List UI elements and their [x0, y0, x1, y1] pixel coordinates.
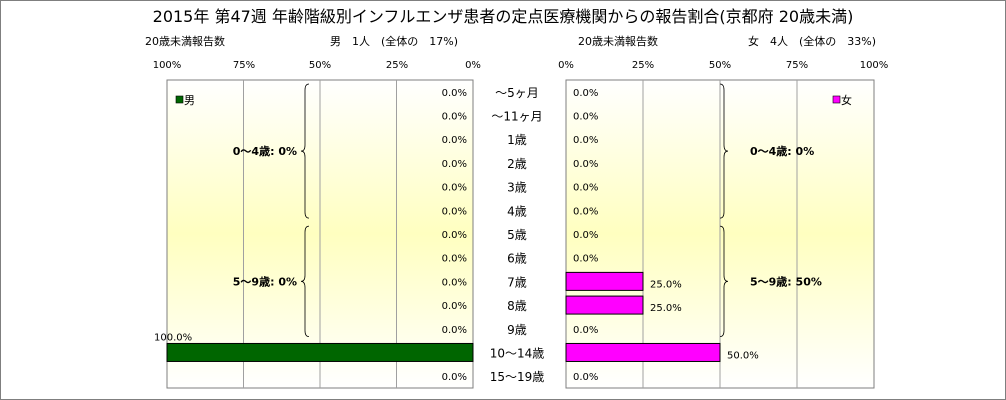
category-label: 2歳	[507, 157, 527, 171]
category-label: 10〜14歳	[490, 346, 545, 360]
category-label: 7歳	[507, 275, 527, 289]
left-bar	[166, 342, 474, 362]
left-bracket-label: 5〜9歳: 0%	[233, 274, 297, 288]
left-bracket-label: 0〜4歳: 0%	[233, 144, 297, 158]
right-value-label: 50.0%	[727, 350, 759, 361]
right-value-label: 25.0%	[650, 279, 682, 290]
left-value-label: 0.0%	[442, 325, 467, 336]
category-label: 〜5ヶ月	[495, 86, 539, 100]
left-value-label: 0.0%	[442, 372, 467, 383]
right-x-tick: 0%	[558, 60, 574, 71]
left-count-label: 20歳未満報告数	[145, 35, 225, 48]
right-bracket-label: 0〜4歳: 0%	[750, 144, 814, 158]
right-value-label: 0.0%	[573, 135, 598, 146]
right-x-tick: 50%	[708, 60, 732, 71]
right-value-label: 0.0%	[573, 230, 598, 241]
right-value-label: 0.0%	[573, 325, 598, 336]
left-value-label: 0.0%	[442, 159, 467, 170]
left-value-label: 0.0%	[442, 277, 467, 288]
right-x-tick: 25%	[631, 60, 655, 71]
category-label: 〜11ヶ月	[491, 110, 542, 124]
left-x-tick: 50%	[308, 60, 332, 71]
right-bracket	[719, 83, 729, 219]
right-value-label: 0.0%	[573, 112, 598, 123]
category-label: 1歳	[507, 133, 527, 147]
right-bar	[565, 295, 644, 315]
right-value-label: 0.0%	[573, 88, 598, 99]
left-value-label: 0.0%	[442, 301, 467, 312]
right-x-tick: 100%	[859, 60, 889, 71]
right-legend-swatch	[832, 95, 841, 104]
left-x-tick: 100%	[152, 60, 182, 71]
right-bracket	[719, 225, 729, 338]
right-value-label: 0.0%	[573, 372, 598, 383]
left-value-label: 0.0%	[442, 183, 467, 194]
category-label: 15〜19歳	[490, 370, 545, 384]
left-x-tick: 75%	[232, 60, 256, 71]
left-bracket	[300, 225, 310, 338]
right-legend-label: 女	[841, 93, 852, 107]
right-bar	[565, 342, 721, 362]
left-value-label: 0.0%	[442, 112, 467, 123]
left-value-label: 100.0%	[154, 332, 192, 343]
right-value-label: 0.0%	[573, 183, 598, 194]
right-value-label: 0.0%	[573, 206, 598, 217]
right-bar	[565, 271, 644, 291]
left-value-label: 0.0%	[442, 206, 467, 217]
category-label: 4歳	[507, 204, 527, 218]
right-value-label: 0.0%	[573, 159, 598, 170]
category-label: 3歳	[507, 181, 527, 195]
category-label: 8歳	[507, 299, 527, 313]
right-value-label: 0.0%	[573, 254, 598, 265]
category-label: 6歳	[507, 252, 527, 266]
left-summary: 男 1人 (全体の 17%)	[330, 35, 459, 48]
right-value-label: 25.0%	[650, 303, 682, 314]
left-value-label: 0.0%	[442, 88, 467, 99]
left-value-label: 0.0%	[442, 254, 467, 265]
left-value-label: 0.0%	[442, 230, 467, 241]
left-bracket	[300, 83, 310, 219]
left-legend-swatch	[175, 95, 184, 104]
left-value-label: 0.0%	[442, 135, 467, 146]
right-count-label: 20歳未満報告数	[578, 35, 658, 48]
chart-title: 2015年 第47週 年齢階級別インフルエンザ患者の定点医療機関からの報告割合(…	[152, 7, 854, 26]
right-bracket-label: 5〜9歳: 50%	[750, 274, 822, 288]
left-legend-label: 男	[184, 94, 195, 107]
right-x-tick: 75%	[785, 60, 809, 71]
category-label: 5歳	[507, 228, 527, 242]
left-x-tick: 0%	[465, 60, 481, 71]
right-summary: 女 4人 (全体の 33%)	[748, 35, 877, 48]
left-x-tick: 25%	[385, 60, 409, 71]
category-label: 9歳	[507, 323, 527, 337]
